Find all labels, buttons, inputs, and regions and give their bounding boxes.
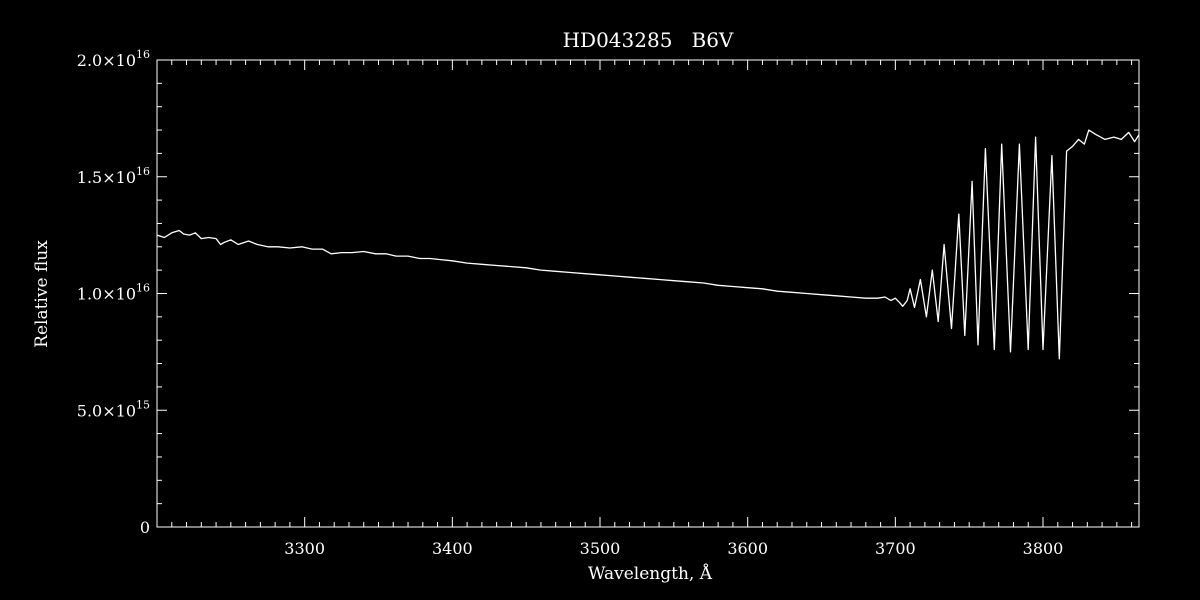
series-layer	[156, 129, 1140, 360]
y-tick-label: 5.0×1015	[77, 398, 150, 420]
y-tick-label: 1.5×1016	[77, 165, 150, 187]
x-tick-label: 3700	[875, 539, 916, 558]
x-tick-label: 3300	[284, 539, 325, 558]
chart-title: HD043285 B6V	[563, 28, 734, 52]
x-axis-label: Wavelength, Å	[588, 563, 713, 584]
y-axis-label: Relative flux	[32, 240, 52, 348]
x-tick-label: 3600	[727, 539, 768, 558]
y-tick-label: 0	[140, 518, 150, 537]
axis-ticks	[156, 59, 1139, 528]
x-tick-label: 3500	[580, 539, 621, 558]
tick-labels: 3300 3400 3500 3600 3700 3800 0 5.0×1015 1.0×101…	[77, 48, 1064, 558]
y-tick-label: 1.0×1016	[77, 282, 150, 304]
y-tick-label: 2.0×1016	[77, 48, 150, 70]
x-tick-label: 3800	[1023, 539, 1064, 558]
x-tick-label: 3400	[432, 539, 473, 558]
series-line-0	[156, 129, 1140, 360]
